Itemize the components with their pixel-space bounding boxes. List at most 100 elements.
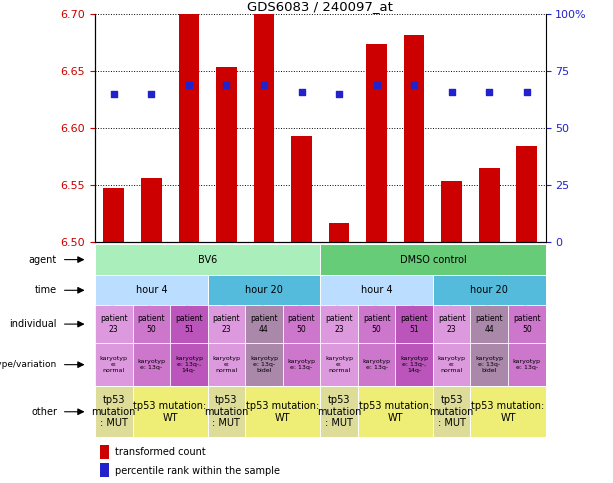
Point [184, 81, 194, 89]
Bar [471, 386, 546, 437]
Text: transformed count: transformed count [115, 447, 205, 457]
Bar [395, 305, 433, 343]
Text: karyotyp
e: 13q-: karyotyp e: 13q- [137, 359, 166, 370]
Bar [95, 244, 321, 275]
Bar [367, 44, 387, 242]
Bar [358, 386, 433, 437]
Bar [517, 146, 537, 242]
Text: patient
51: patient 51 [175, 314, 203, 334]
Bar [321, 244, 546, 275]
Text: tp53 mutation:
WT: tp53 mutation: WT [134, 401, 207, 423]
Bar [216, 67, 237, 242]
Bar [254, 14, 274, 242]
Point [259, 81, 269, 89]
Text: tp53
mutation
: MUT: tp53 mutation : MUT [317, 395, 361, 428]
Point [297, 88, 306, 96]
Text: patient
50: patient 50 [513, 314, 541, 334]
Text: tp53
mutation
: MUT: tp53 mutation : MUT [91, 395, 136, 428]
Point [484, 88, 494, 96]
Title: GDS6083 / 240097_at: GDS6083 / 240097_at [248, 0, 393, 14]
Text: DMSO control: DMSO control [400, 255, 466, 265]
Text: patient
50: patient 50 [287, 314, 315, 334]
Text: karyotyp
e: 13q-: karyotyp e: 13q- [513, 359, 541, 370]
Text: karyotyp
e: 13q-
bidel: karyotyp e: 13q- bidel [250, 356, 278, 373]
Text: percentile rank within the sample: percentile rank within the sample [115, 466, 280, 476]
Bar [508, 343, 546, 386]
Text: patient
50: patient 50 [137, 314, 165, 334]
Bar [433, 305, 471, 343]
Bar [132, 343, 170, 386]
Point [109, 90, 119, 98]
Bar [358, 343, 395, 386]
Bar [95, 305, 132, 343]
Bar [95, 386, 132, 437]
Text: tp53 mutation:
WT: tp53 mutation: WT [471, 401, 544, 423]
Bar [433, 275, 546, 305]
Bar [321, 305, 358, 343]
Bar [95, 343, 132, 386]
Bar [245, 386, 321, 437]
Text: patient
51: patient 51 [400, 314, 428, 334]
Text: individual: individual [10, 319, 57, 329]
Bar [245, 343, 283, 386]
Text: hour 4: hour 4 [135, 285, 167, 295]
Text: agent: agent [29, 255, 57, 265]
Point [522, 88, 531, 96]
Text: hour 4: hour 4 [361, 285, 392, 295]
Text: karyotyp
e: 13q-,
14q-: karyotyp e: 13q-, 14q- [175, 356, 203, 373]
Bar [245, 305, 283, 343]
Bar [358, 305, 395, 343]
Bar [441, 181, 462, 242]
Point [447, 88, 457, 96]
Text: other: other [31, 407, 57, 417]
Bar [471, 305, 508, 343]
Text: karyotyp
e: 13q-: karyotyp e: 13q- [363, 359, 390, 370]
Bar [321, 343, 358, 386]
Text: patient
23: patient 23 [100, 314, 128, 334]
Bar [170, 305, 208, 343]
Text: patient
23: patient 23 [326, 314, 353, 334]
Text: karyotyp
e:
normal: karyotyp e: normal [100, 356, 128, 373]
Bar [104, 188, 124, 242]
Text: patient
23: patient 23 [213, 314, 240, 334]
Bar [170, 343, 208, 386]
Bar [99, 444, 110, 458]
Point [334, 90, 344, 98]
Text: karyotyp
e: 13q-,
14q-: karyotyp e: 13q-, 14q- [400, 356, 428, 373]
Bar [291, 136, 312, 242]
Bar [508, 305, 546, 343]
Bar [141, 178, 162, 242]
Bar [395, 343, 433, 386]
Bar [479, 168, 500, 242]
Bar [132, 386, 208, 437]
Bar [321, 386, 358, 437]
Point [409, 81, 419, 89]
Text: BV6: BV6 [198, 255, 217, 265]
Text: karyotyp
e:
normal: karyotyp e: normal [213, 356, 240, 373]
Bar [132, 305, 170, 343]
Bar [208, 275, 321, 305]
Text: time: time [35, 285, 57, 295]
Text: karyotyp
e: 13q-
bidel: karyotyp e: 13q- bidel [475, 356, 503, 373]
Bar [471, 343, 508, 386]
Text: hour 20: hour 20 [470, 285, 508, 295]
Bar [208, 343, 245, 386]
Text: patient
44: patient 44 [250, 314, 278, 334]
Bar [404, 35, 424, 242]
Text: karyotyp
e: 13q-: karyotyp e: 13q- [287, 359, 316, 370]
Bar [208, 386, 245, 437]
Point [147, 90, 156, 98]
Text: hour 20: hour 20 [245, 285, 283, 295]
Bar [283, 305, 320, 343]
Bar [208, 305, 245, 343]
Text: tp53
mutation
: MUT: tp53 mutation : MUT [204, 395, 249, 428]
Text: karyotyp
e:
normal: karyotyp e: normal [325, 356, 353, 373]
Text: patient
23: patient 23 [438, 314, 465, 334]
Bar [433, 343, 471, 386]
Text: tp53
mutation
: MUT: tp53 mutation : MUT [430, 395, 474, 428]
Point [371, 81, 381, 89]
Bar [178, 14, 199, 242]
Bar [99, 463, 110, 477]
Text: karyotyp
e:
normal: karyotyp e: normal [438, 356, 466, 373]
Text: patient
44: patient 44 [476, 314, 503, 334]
